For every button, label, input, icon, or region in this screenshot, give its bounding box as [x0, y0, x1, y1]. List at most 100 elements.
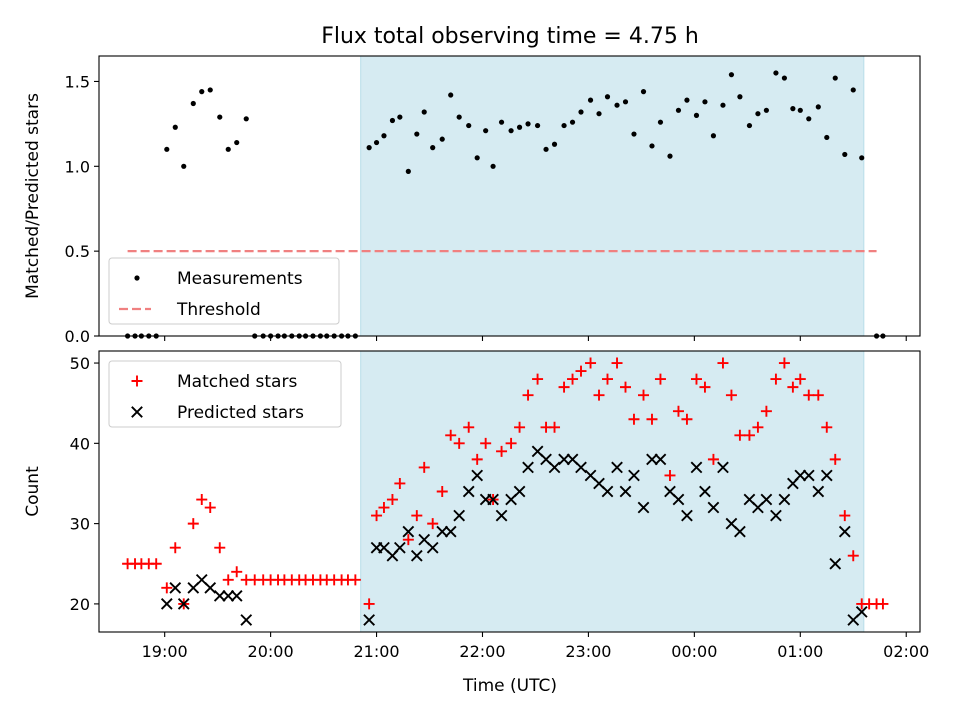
predicted-stars-point	[213, 589, 226, 602]
measurements-point	[790, 106, 796, 112]
measurements-point	[859, 155, 865, 161]
matched-stars-point	[471, 453, 483, 465]
bottom-y-axis-label: Count	[23, 466, 43, 517]
measurements-point	[746, 122, 753, 129]
matched-stars-point	[496, 445, 508, 457]
predicted-stars-point	[778, 493, 791, 506]
measurements-point	[587, 97, 594, 103]
predicted-stars-point	[838, 525, 851, 538]
predicted-stars-point	[646, 453, 658, 466]
predicted-stars-point	[829, 557, 842, 570]
matched-stars-point	[378, 502, 390, 514]
matched-stars-point	[204, 502, 216, 514]
measurements-point	[824, 134, 830, 141]
measurements-point	[657, 119, 664, 125]
matched-stars-point	[752, 421, 764, 433]
measurements-point	[474, 155, 480, 161]
legend-plus-swatch	[131, 375, 143, 387]
y-tick-label: 50	[70, 354, 90, 373]
matched-stars-point	[169, 542, 181, 554]
predicted-stars-point	[410, 549, 423, 562]
bottom-x-ticks: 19:00 20:00 21:00 22:00 23:00 00:00 01:00 02:00	[142, 632, 929, 661]
top-panel: 0.0 0.5 1.0 1.5 Matched/Predicted stars Mea…	[23, 55, 921, 346]
predicted-stars-point	[855, 606, 868, 618]
predicted-stars-point	[601, 485, 614, 498]
legend-box	[108, 257, 340, 325]
matched-stars-point	[402, 534, 414, 546]
measurements-point	[640, 89, 647, 95]
legend-label: Predicted stars	[177, 403, 304, 423]
y-tick-label: 40	[70, 434, 90, 453]
measurements-point	[649, 143, 655, 149]
predicted-stars-point	[177, 598, 190, 610]
legend-dot-swatch	[134, 275, 140, 281]
measurements-point	[439, 136, 445, 142]
top-y-ticks: 0.0 0.5 1.0 1.5	[65, 72, 99, 346]
measurements-point	[381, 133, 387, 139]
matched-stars-point	[760, 405, 772, 417]
top-x-ticks	[164, 336, 907, 341]
predicted-stars-point	[802, 469, 815, 482]
y-tick-label: 20	[70, 595, 90, 614]
matched-stars-point	[161, 582, 173, 594]
matched-stars-point	[690, 373, 702, 385]
measurements-point	[456, 114, 462, 120]
bottom-observing-span	[360, 350, 865, 633]
predicted-stars-point	[426, 541, 439, 554]
matched-stars-point	[839, 510, 851, 522]
measurements-point	[172, 124, 178, 130]
matched-stars-point	[829, 453, 841, 465]
matched-stars-point	[363, 598, 375, 610]
matched-stars-point	[812, 389, 824, 401]
predicted-stars-point	[619, 485, 632, 498]
matched-stars-point	[549, 421, 561, 433]
matched-stars-point	[222, 574, 234, 586]
matched-stars-point	[436, 486, 448, 497]
count-points	[122, 357, 889, 626]
matched-stars-point	[803, 389, 815, 401]
measurements-point	[373, 139, 380, 146]
predicted-stars-point	[160, 598, 173, 610]
predicted-stars-point	[699, 485, 711, 498]
measurements-point	[498, 119, 505, 125]
matched-stars-point	[453, 437, 465, 449]
predicted-stars-point	[820, 469, 833, 482]
matched-stars-point	[585, 357, 597, 369]
measurements-point	[164, 146, 170, 152]
predicted-stars-point	[707, 501, 720, 514]
matched-stars-point	[593, 389, 605, 401]
matched-stars-point	[463, 421, 475, 433]
measurements-point	[631, 131, 637, 137]
measurements-point	[797, 107, 803, 113]
x-axis-label: Time (UTC)	[462, 676, 557, 696]
matched-stars-point	[150, 558, 162, 570]
legend-label: Matched stars	[177, 372, 297, 392]
measurements-point	[430, 145, 436, 151]
x-tick-label: 02:00	[883, 642, 929, 661]
chart-title: Flux total observing time = 4.75 h	[321, 24, 699, 49]
predicted-stars-point	[169, 581, 182, 594]
y-tick-label: 30	[70, 515, 90, 534]
predicted-stars-point	[436, 525, 449, 538]
matched-stars-point	[187, 518, 199, 530]
measurements-point	[614, 102, 620, 108]
measurements-point	[763, 107, 769, 113]
measurements-point	[234, 139, 240, 146]
matched-stars-point	[787, 381, 799, 393]
matched-stars-point	[394, 477, 406, 489]
measurements-point	[710, 133, 717, 139]
bottom-legend: Matched stars Predicted stars	[108, 360, 342, 428]
measurements-point	[243, 116, 249, 122]
measurements-point	[225, 146, 231, 152]
matched-stars-point	[514, 421, 526, 433]
measurements-point	[490, 163, 496, 169]
matched-stars-point	[601, 373, 613, 385]
measurements-point	[483, 128, 489, 134]
measurements-point	[720, 102, 726, 108]
predicted-stars-point	[611, 461, 623, 474]
predicted-stars-point	[717, 461, 729, 474]
y-tick-label: 1.5	[65, 72, 90, 91]
measurements-point	[516, 124, 523, 130]
bottom-axes-frame	[98, 350, 921, 633]
matched-stars-point	[558, 381, 570, 393]
